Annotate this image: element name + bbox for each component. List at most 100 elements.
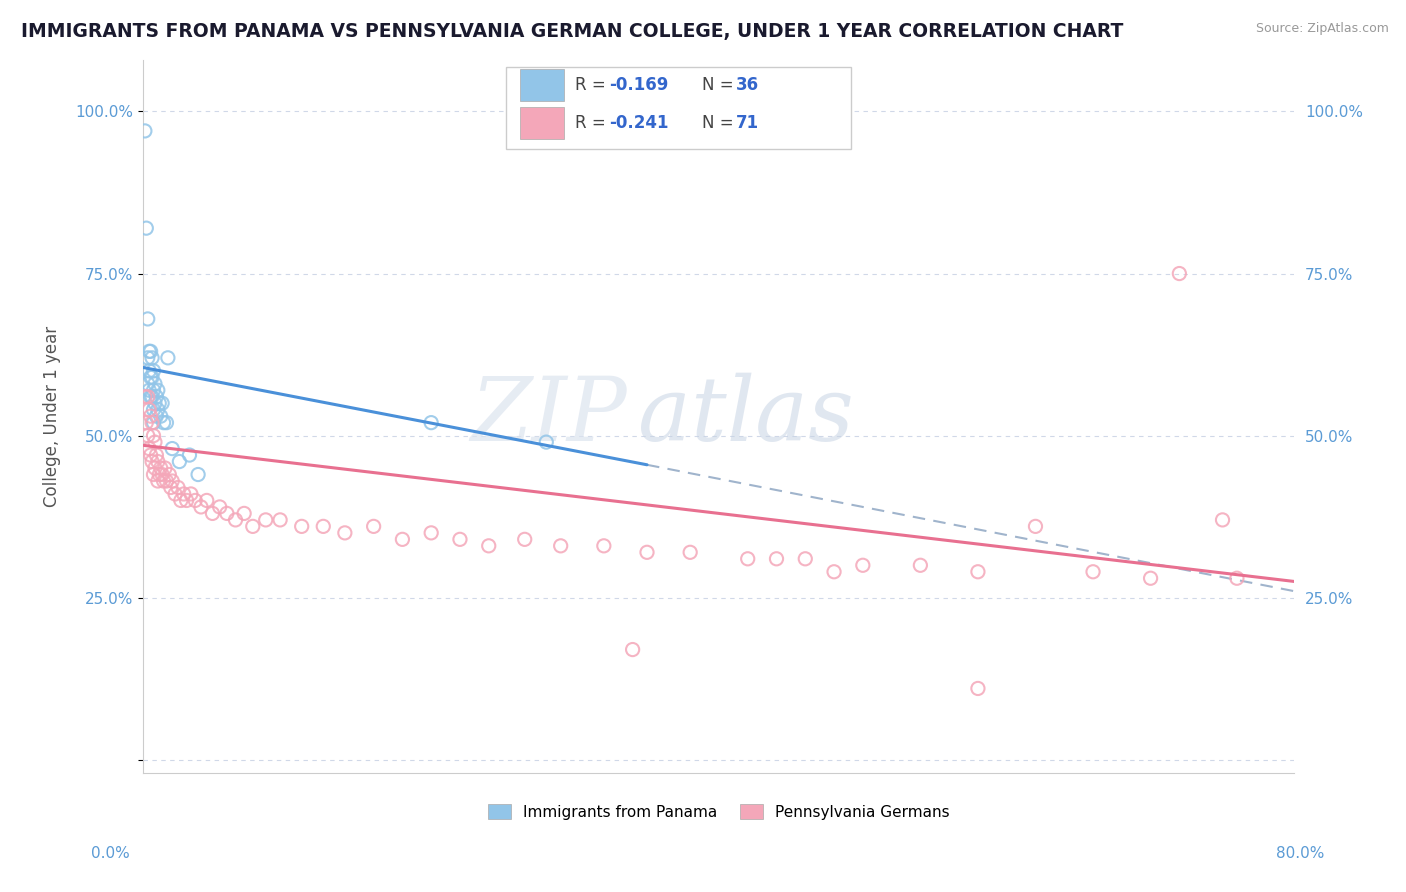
Point: [225, 513, 247, 527]
Point: [242, 519, 264, 533]
Text: -0.169: -0.169: [610, 76, 669, 95]
Point: [592, 539, 614, 553]
Point: [165, 487, 187, 501]
Point: [176, 493, 198, 508]
Point: [145, 448, 167, 462]
Text: N =: N =: [702, 114, 738, 132]
Point: [157, 467, 180, 482]
Point: [152, 416, 174, 430]
Point: [159, 481, 181, 495]
Point: [142, 402, 165, 417]
Point: [910, 558, 932, 573]
Point: [179, 448, 201, 462]
Point: [160, 474, 183, 488]
Point: [1212, 513, 1234, 527]
Point: [142, 467, 165, 482]
Point: [138, 383, 160, 397]
Point: [420, 416, 443, 430]
Point: [138, 442, 160, 456]
Point: [155, 416, 177, 430]
Point: [136, 351, 159, 365]
Point: [478, 539, 501, 553]
Point: [146, 402, 169, 417]
Y-axis label: College, Under 1 year: College, Under 1 year: [44, 326, 60, 507]
Text: IMMIGRANTS FROM PANAMA VS PENNSYLVANIA GERMAN COLLEGE, UNDER 1 YEAR CORRELATION : IMMIGRANTS FROM PANAMA VS PENNSYLVANIA G…: [21, 22, 1123, 41]
Point: [1168, 267, 1191, 281]
Point: [208, 500, 231, 514]
Point: [169, 454, 191, 468]
Point: [139, 344, 162, 359]
Point: [138, 402, 160, 417]
Point: [139, 370, 162, 384]
Point: [143, 396, 166, 410]
Point: [146, 474, 169, 488]
Point: [135, 221, 157, 235]
Point: [146, 383, 169, 397]
Point: [150, 396, 173, 410]
Point: [1226, 571, 1249, 585]
Point: [167, 481, 190, 495]
Text: 80.0%: 80.0%: [1277, 847, 1324, 861]
Point: [737, 551, 759, 566]
Text: 71: 71: [737, 114, 759, 132]
FancyBboxPatch shape: [506, 67, 851, 149]
Point: [149, 461, 172, 475]
Point: [254, 513, 277, 527]
Point: [142, 416, 165, 430]
Point: [536, 435, 558, 450]
Point: [134, 124, 156, 138]
Point: [449, 533, 471, 547]
Point: [215, 507, 238, 521]
Point: [201, 507, 224, 521]
Text: 0.0%: 0.0%: [91, 847, 131, 861]
Point: [142, 383, 165, 397]
Point: [333, 525, 356, 540]
Legend: Immigrants from Panama, Pennsylvania Germans: Immigrants from Panama, Pennsylvania Ger…: [482, 797, 956, 826]
Point: [145, 409, 167, 424]
Point: [190, 500, 212, 514]
Point: [765, 551, 787, 566]
Point: [1139, 571, 1161, 585]
Text: atlas: atlas: [638, 373, 853, 459]
Point: [136, 312, 159, 326]
Point: [794, 551, 817, 566]
Point: [187, 467, 209, 482]
Point: [135, 416, 157, 430]
Text: R =: R =: [575, 114, 612, 132]
Point: [143, 376, 166, 391]
Point: [145, 390, 167, 404]
Text: R =: R =: [575, 76, 612, 95]
Point: [679, 545, 702, 559]
Point: [138, 364, 160, 378]
Point: [180, 487, 202, 501]
Point: [141, 416, 163, 430]
FancyBboxPatch shape: [520, 107, 564, 139]
Point: [173, 487, 195, 501]
Point: [142, 428, 165, 442]
Point: [184, 493, 207, 508]
Point: [852, 558, 875, 573]
Point: [391, 533, 413, 547]
Point: [139, 409, 162, 424]
Point: [420, 525, 443, 540]
Text: Source: ZipAtlas.com: Source: ZipAtlas.com: [1256, 22, 1389, 36]
Point: [195, 493, 218, 508]
Point: [312, 519, 335, 533]
Point: [160, 442, 183, 456]
Point: [139, 448, 162, 462]
Point: [1081, 565, 1104, 579]
Point: [136, 428, 159, 442]
Text: ZIP: ZIP: [470, 373, 627, 459]
Point: [269, 513, 291, 527]
Point: [141, 454, 163, 468]
Point: [150, 467, 173, 482]
Point: [149, 409, 172, 424]
Point: [823, 565, 845, 579]
Point: [155, 474, 177, 488]
Point: [141, 370, 163, 384]
Point: [141, 351, 163, 365]
Point: [139, 390, 162, 404]
Text: N =: N =: [702, 76, 738, 95]
Text: -0.241: -0.241: [610, 114, 669, 132]
Point: [143, 435, 166, 450]
